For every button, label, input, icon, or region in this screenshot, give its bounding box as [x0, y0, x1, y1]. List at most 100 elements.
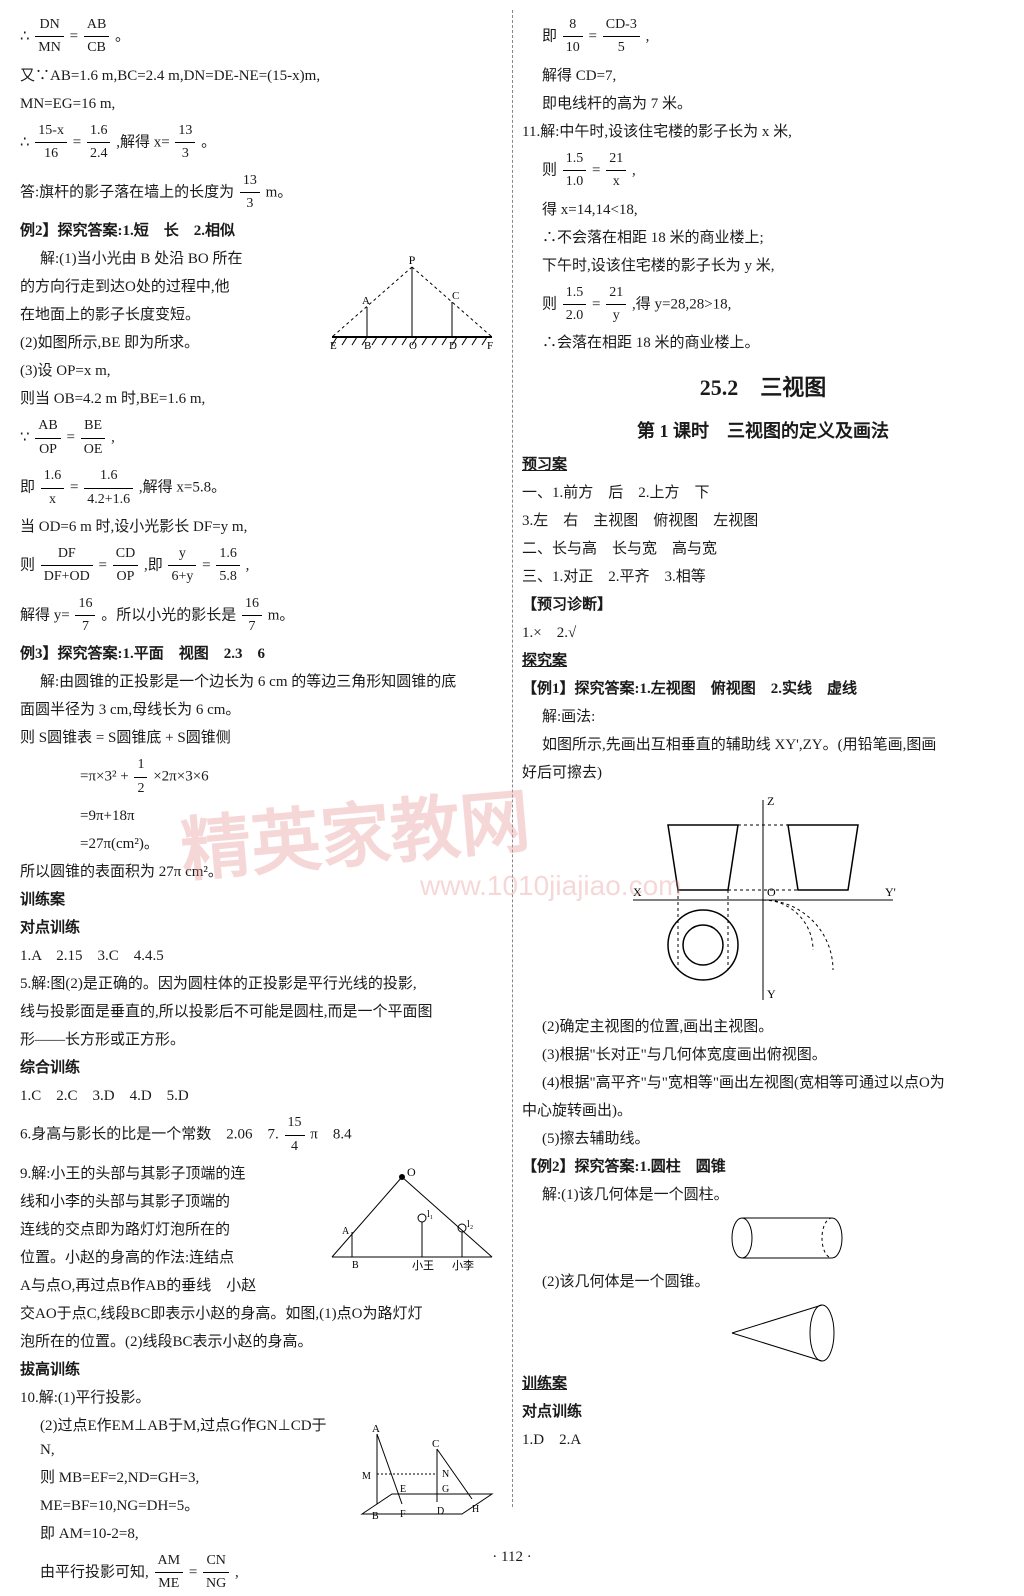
fraction: 21y: [606, 282, 626, 328]
numerator: 13: [240, 170, 260, 193]
fraction: 167: [242, 593, 262, 639]
denominator: 5.8: [216, 566, 240, 588]
svg-text:C: C: [452, 290, 459, 302]
fraction: 133: [175, 120, 195, 166]
svg-text:小李: 小李: [452, 1258, 474, 1272]
denominator: 2.0: [563, 305, 587, 327]
text: ∴: [20, 134, 30, 150]
fraction: 133: [240, 170, 260, 216]
numerator: 1.6: [87, 120, 111, 143]
numerator: 1.6: [41, 465, 65, 488]
denominator: 4: [285, 1136, 305, 1158]
svg-text:A: A: [362, 295, 370, 307]
text: ,解得 x=5.8。: [139, 479, 226, 495]
lesson-title: 第 1 课时 三视图的定义及画法: [522, 417, 1004, 443]
denominator: OP: [113, 566, 138, 588]
text-line: 解得 CD=7,: [522, 64, 1004, 88]
fraction: CNNG: [203, 1550, 229, 1596]
numerator: 21: [606, 282, 626, 305]
svg-text:G: G: [442, 1484, 449, 1495]
section-heading: 训练案: [20, 888, 502, 912]
denominator: ME: [155, 1573, 184, 1595]
text-line: 又∵AB=1.6 m,BC=2.4 m,DN=DE-NE=(15-x)m,: [20, 64, 502, 88]
text: m。: [266, 184, 293, 200]
svg-text:F: F: [487, 340, 493, 352]
fraction: 1.65.8: [216, 543, 240, 589]
denominator: OP: [35, 439, 60, 461]
text-line: 泡所在的位置。(2)线段BC表示小赵的身高。: [20, 1330, 502, 1354]
fraction: AMME: [155, 1550, 184, 1596]
eq-line: 即 1.6x = 1.64.2+1.6 ,解得 x=5.8。: [20, 465, 502, 511]
text: ,: [246, 557, 250, 573]
eq-line: ∴ DNMN = ABCB 。: [20, 14, 502, 60]
fraction: 1.62.4: [87, 120, 111, 166]
denominator: 10: [563, 37, 583, 59]
svg-text:Y': Y': [885, 885, 896, 899]
fraction: 15-x16: [35, 120, 67, 166]
text: π 8.4: [310, 1127, 351, 1143]
numerator: AM: [155, 1550, 184, 1573]
text-line: 1.D 2.A: [522, 1428, 1004, 1452]
fraction: 12: [134, 754, 147, 800]
text-line: A与点O,再过点B作AB的垂线 小赵: [20, 1274, 502, 1298]
text: 。: [201, 134, 216, 150]
svg-text:P: P: [409, 253, 416, 267]
denominator: 7: [75, 616, 95, 638]
text-line: 线与投影面是垂直的,所以投影后不可能是圆柱,而是一个平面图: [20, 1000, 502, 1024]
text-line: 二、长与高 长与宽 高与宽: [522, 537, 1004, 561]
text: ,: [632, 162, 636, 178]
eq-line: 6.身高与影长的比是一个常数 2.06 7. 154 π 8.4: [20, 1112, 502, 1158]
text-line: 交AO于点C,线段BC即表示小赵的身高。如图,(1)点O为路灯灯: [20, 1302, 502, 1326]
denominator: 3: [175, 143, 195, 165]
text-line: (5)擦去辅助线。: [522, 1127, 1004, 1151]
text: ,: [111, 430, 115, 446]
text: ×2π×3×6: [153, 769, 208, 785]
example-title: 例3】探究答案:1.平面 视图 2.3 6: [20, 642, 502, 666]
numerator: 1.5: [563, 148, 587, 171]
numerator: 1.6: [84, 465, 133, 488]
numerator: 13: [175, 120, 195, 143]
text-line: 1.C 2.C 3.D 4.D 5.D: [20, 1084, 502, 1108]
text: 。所以小光的影长是: [101, 607, 236, 623]
eq-line: 即 810 = CD-35 ,: [522, 14, 1004, 60]
svg-text:A: A: [342, 1226, 350, 1237]
text: 。: [115, 28, 130, 44]
numerator: 16: [75, 593, 95, 616]
text-line: 解:由圆锥的正投影是一个边长为 6 cm 的等边三角形知圆锥的底: [20, 670, 502, 694]
svg-text:O: O: [409, 340, 417, 352]
text-line: 下午时,设该住宅楼的影子长为 y 米,: [522, 254, 1004, 278]
denominator: MN: [35, 37, 64, 59]
text: 解得 y=: [20, 607, 70, 623]
left-column: ∴ DNMN = ABCB 。 又∵AB=1.6 m,BC=2.4 m,DN=D…: [20, 10, 502, 1566]
denominator: 3: [240, 193, 260, 215]
fraction: ABOP: [35, 415, 60, 461]
svg-text:l₁: l₁: [427, 1209, 433, 1220]
three-view-diagram: X Y' Z Y O: [623, 790, 903, 1010]
text: =: [189, 1564, 197, 1580]
text-line: 答:旗杆的影子落在墙上的长度为 133 m。: [20, 170, 502, 216]
text-line: 当 OD=6 m 时,设小光影长 DF=y m,: [20, 515, 502, 539]
text: =: [70, 479, 78, 495]
numerator: CN: [203, 1550, 229, 1573]
numerator: BE: [81, 415, 106, 438]
eq-line: 由平行投影可知, AMME = CNNG ,: [20, 1550, 502, 1596]
text-line: 则当 OB=4.2 m 时,BE=1.6 m,: [20, 387, 502, 411]
text-line: (2)确定主视图的位置,画出主视图。: [522, 1015, 1004, 1039]
numerator: AB: [35, 415, 60, 438]
text-line: 一、1.前方 后 2.上方 下: [522, 481, 1004, 505]
text: 即: [542, 28, 557, 44]
fraction: 810: [563, 14, 583, 60]
column-divider: [512, 10, 513, 1507]
numerator: CD: [113, 543, 138, 566]
svg-text:M: M: [362, 1471, 371, 1482]
cylinder-diagram: [722, 1211, 852, 1266]
text: ∴: [20, 28, 30, 44]
text-line: =27π(cm²)。: [20, 832, 502, 856]
svg-text:N: N: [442, 1469, 449, 1480]
text-line: ∴会落在相距 18 米的商业楼上。: [522, 331, 1004, 355]
text-line: ∴不会落在相距 18 米的商业楼上;: [522, 226, 1004, 250]
eq-line: ∴ 15-x16 = 1.62.4 ,解得 x= 133 。: [20, 120, 502, 166]
denominator: OE: [81, 439, 106, 461]
projection-diagram: A C M N G E B F D H: [342, 1414, 502, 1534]
text: =π×3² +: [80, 769, 132, 785]
